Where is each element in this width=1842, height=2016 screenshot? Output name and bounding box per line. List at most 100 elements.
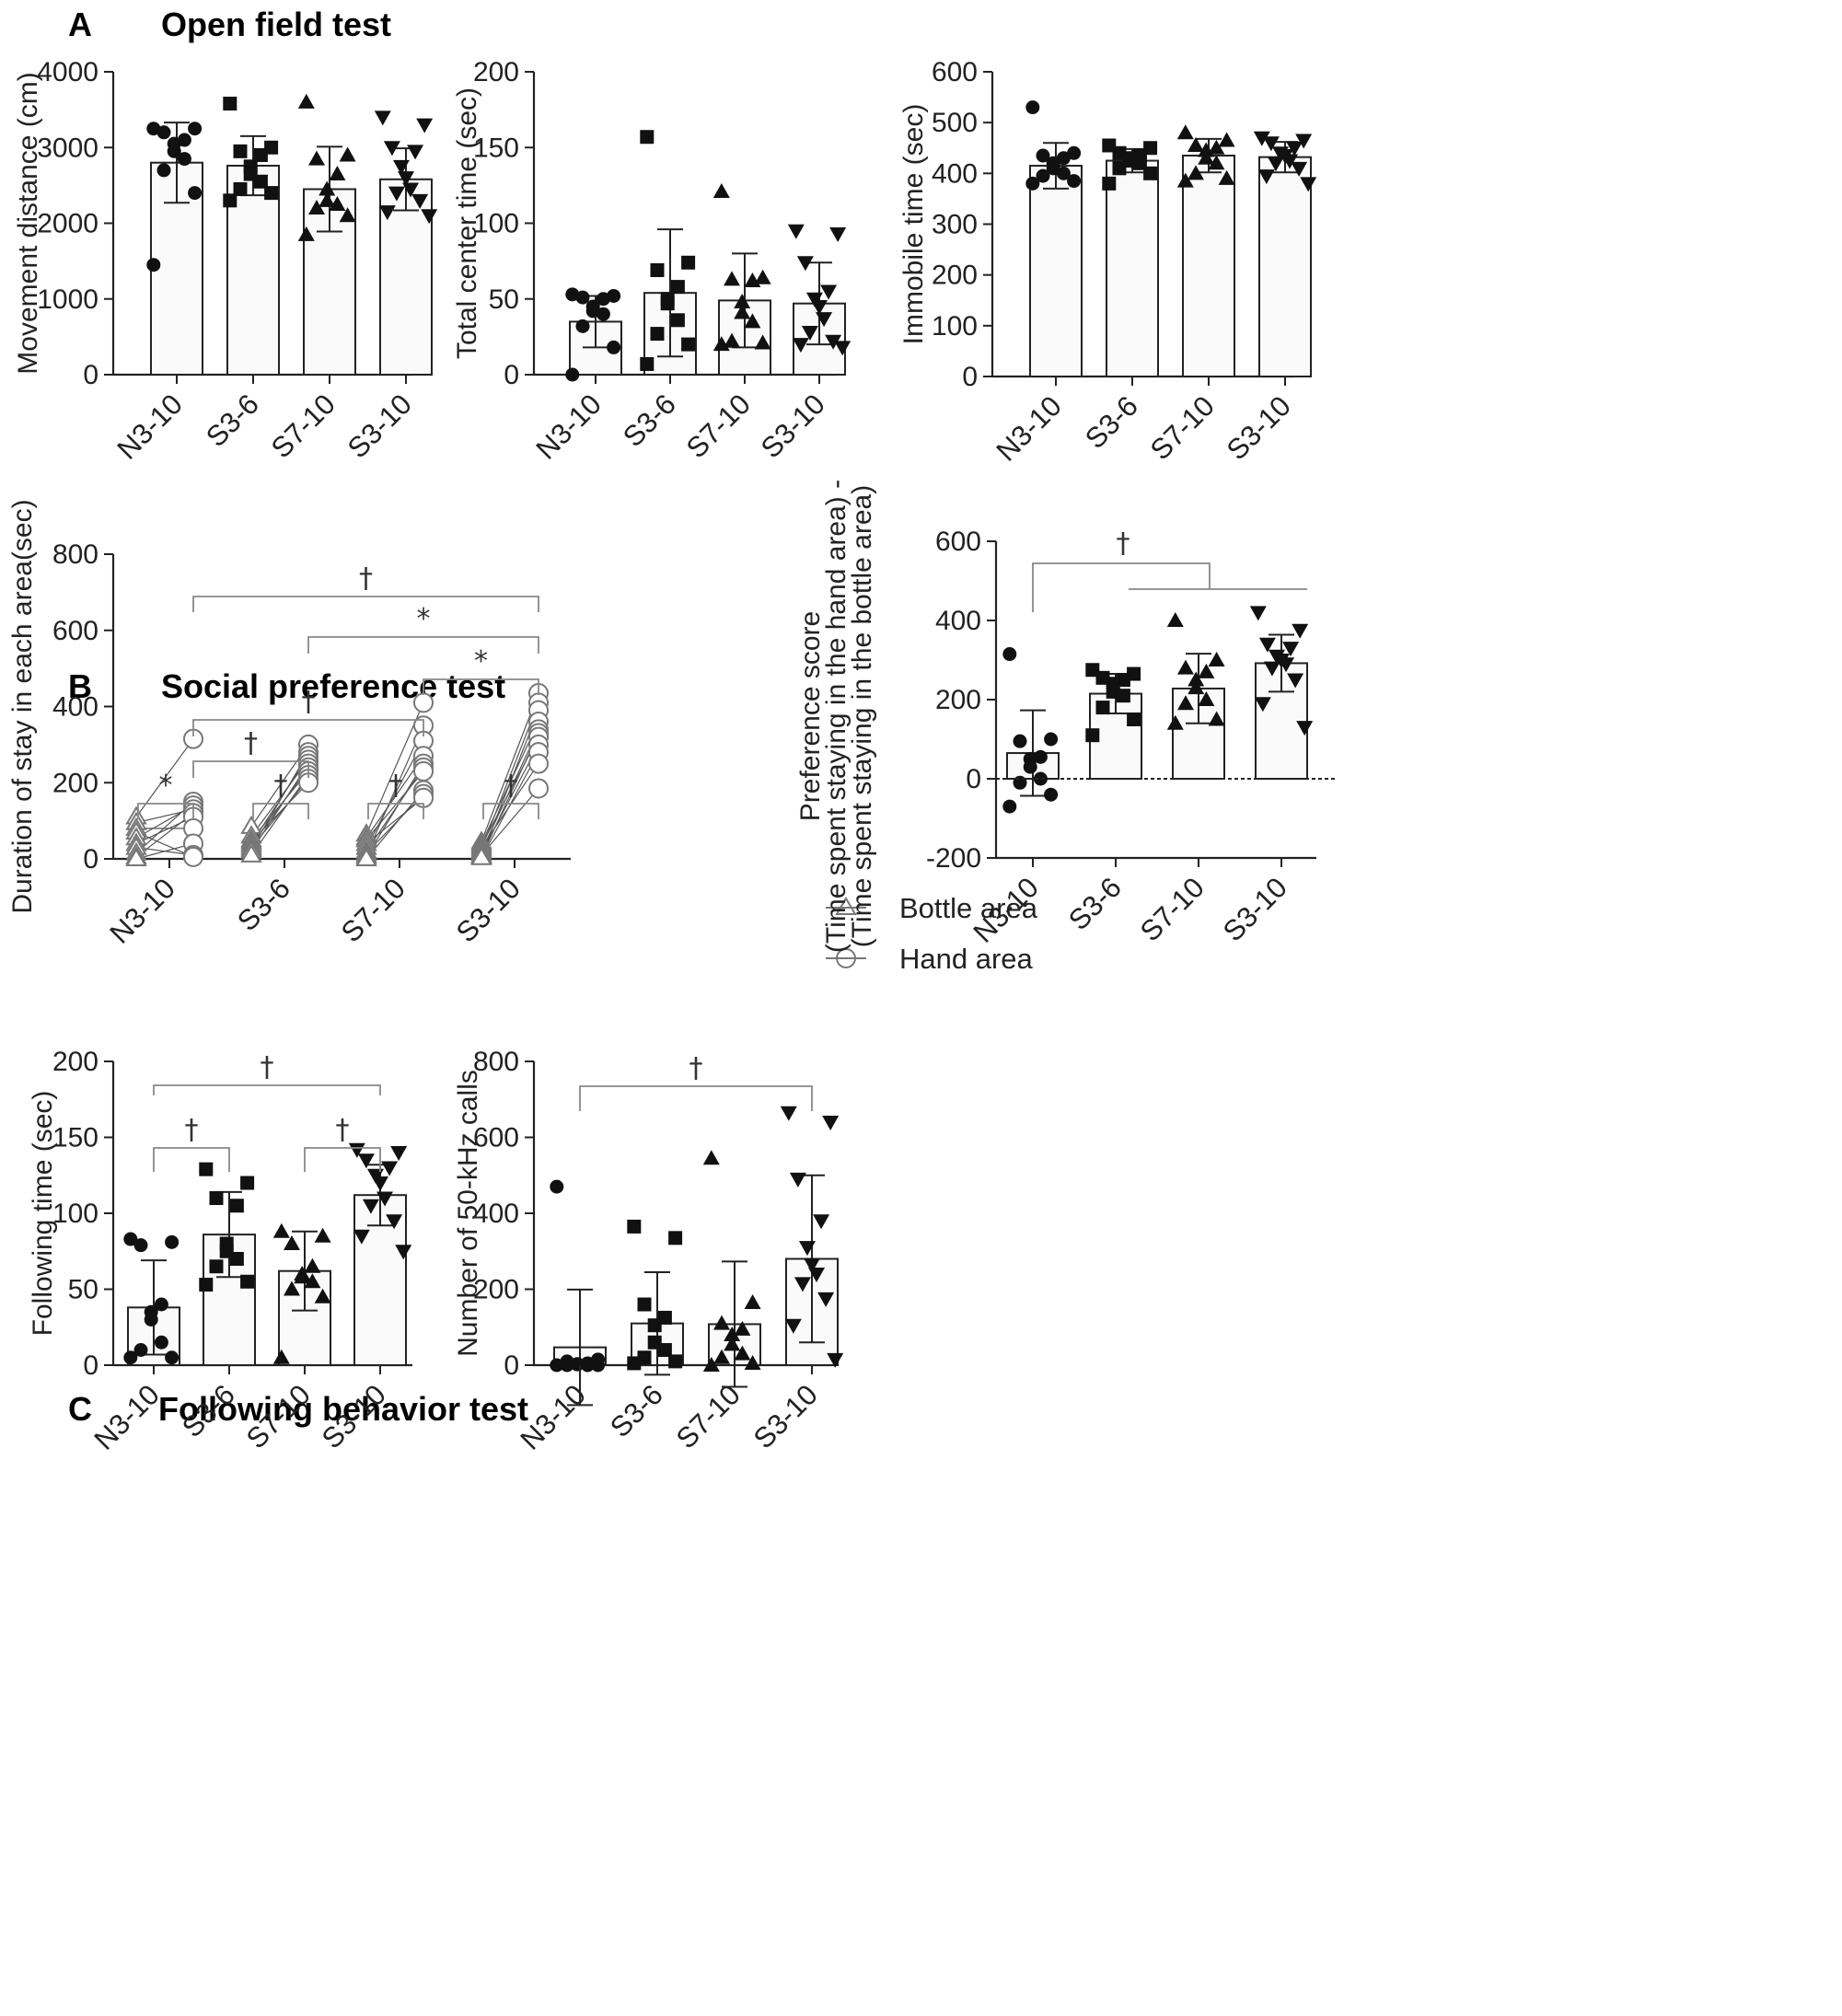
center-data-point: [640, 356, 655, 371]
preference-data-point: [1287, 673, 1304, 689]
duration-pair-line: [481, 692, 539, 842]
panel-title-open-field: Open field test: [161, 6, 391, 43]
preference-data-point: [1282, 642, 1300, 657]
calls-y-tick-label: 0: [504, 1350, 519, 1381]
panel-letter-c: C: [68, 1390, 92, 1428]
duration-bracket: [252, 803, 309, 819]
immobile-y-tick-label: 200: [932, 261, 978, 291]
following-x-tick-label: N3-10: [87, 1378, 165, 1455]
preference-data-point: [1292, 623, 1309, 639]
preference-data-point: [1127, 713, 1141, 726]
preference-y-tick-label: -200: [926, 843, 981, 874]
panel-letter-a: A: [68, 6, 92, 43]
following-data-point: [284, 1280, 300, 1296]
preference-data-point: [1095, 701, 1110, 715]
calls-data-point: [702, 1357, 720, 1372]
following-data-point: [229, 1252, 244, 1266]
movement-data-point: [378, 205, 396, 221]
panel-title-following: Following behavior test: [158, 1390, 528, 1428]
movement-data-point: [319, 180, 336, 196]
preference-x-tick-label: S7-10: [1134, 871, 1211, 947]
center-data-point: [670, 313, 685, 328]
duration-bottle-point: [355, 848, 377, 866]
immobile-y-tick-label: 600: [932, 57, 978, 87]
duration-significance-label: †: [244, 727, 258, 759]
calls-data-point: [789, 1172, 806, 1188]
movement-data-point: [223, 97, 237, 111]
following-data-point: [377, 1191, 394, 1207]
movement-x-tick-label: N3-10: [110, 388, 188, 465]
immobile-y-tick-label: 500: [932, 108, 978, 138]
calls-data-point: [668, 1231, 683, 1246]
preference-data-point: [1198, 663, 1215, 678]
movement-x-tick-label: S3-6: [200, 388, 265, 453]
following-bracket: [153, 1084, 381, 1095]
immobile-data-point: [1187, 136, 1204, 152]
preference-data-point: [1013, 734, 1027, 748]
duration-y-title: Duration of stay in each area(sec): [7, 499, 38, 913]
preference-data-point: [1187, 679, 1205, 695]
movement-data-point: [188, 186, 203, 201]
duration-x-tick-label: S3-6: [231, 872, 296, 937]
following-data-point: [366, 1168, 384, 1184]
legend-label-bottle: Bottle area: [899, 892, 1038, 924]
center-data-point: [834, 341, 851, 356]
movement-data-point: [329, 166, 346, 181]
movement-data-point: [308, 200, 325, 215]
immobile-x-tick-label: S7-10: [1144, 389, 1221, 466]
calls-y-tick-label: 400: [473, 1199, 519, 1229]
center-data-point: [754, 334, 771, 350]
following-data-point: [272, 1222, 290, 1238]
immobile-data-point: [1300, 177, 1317, 192]
duration-bottle-point: [125, 848, 147, 866]
preference-data-point: [1296, 721, 1314, 736]
calls-data-point: [591, 1358, 606, 1373]
calls-data-point: [780, 1106, 797, 1121]
duration-significance-label: †: [302, 686, 316, 718]
duration-pair-line: [481, 751, 539, 859]
movement-data-point: [319, 191, 336, 207]
movement-x-tick-label: S7-10: [265, 388, 342, 464]
calls-data-point: [808, 1268, 826, 1282]
calls-y-tick-label: 800: [473, 1047, 519, 1077]
center-data-point: [575, 290, 590, 305]
movement-data-point: [233, 144, 248, 158]
immobile-y-tick-label: 300: [932, 210, 978, 240]
calls-bracket: [579, 1085, 813, 1111]
duration-y-tick-label: 0: [83, 844, 98, 875]
following-data-point: [348, 1142, 365, 1158]
immobile-bar: [1029, 165, 1083, 377]
preference-data-point: [1208, 711, 1225, 726]
following-data-point: [123, 1350, 138, 1365]
calls-data-point: [627, 1219, 642, 1234]
center-data-point: [734, 294, 751, 309]
calls-data-point: [827, 1352, 844, 1368]
center-data-point: [744, 272, 761, 288]
immobile-data-point: [1291, 161, 1308, 177]
preference-data-point: [1044, 732, 1059, 747]
center-data-point: [787, 224, 805, 239]
duration-significance-label: †: [504, 770, 518, 802]
immobile-data-point: [1067, 174, 1082, 189]
preference-data-point: [1177, 659, 1194, 675]
duration-bracket: [423, 678, 539, 695]
movement-data-point: [253, 147, 268, 162]
preference-data-point: [1166, 714, 1184, 730]
preference-data-point: [1208, 652, 1225, 666]
immobile-y-tick-label: 400: [932, 158, 978, 189]
duration-pair-line: [365, 724, 424, 856]
duration-significance-label: †: [389, 770, 403, 802]
following-data-point: [240, 1274, 255, 1289]
immobile-data-point: [1102, 176, 1117, 191]
following-y-tick-label: 50: [68, 1275, 98, 1305]
movement-data-point: [329, 195, 346, 211]
calls-data-point: [724, 1336, 741, 1351]
calls-data-point: [804, 1257, 820, 1273]
duration-hand-point: [183, 846, 203, 867]
immobile-data-point: [1046, 161, 1060, 176]
movement-data-point: [146, 258, 161, 272]
legend-triangle-marker: [835, 897, 857, 915]
legend-label-hand: Hand area: [899, 943, 1034, 975]
duration-x-tick-label: N3-10: [103, 872, 180, 949]
